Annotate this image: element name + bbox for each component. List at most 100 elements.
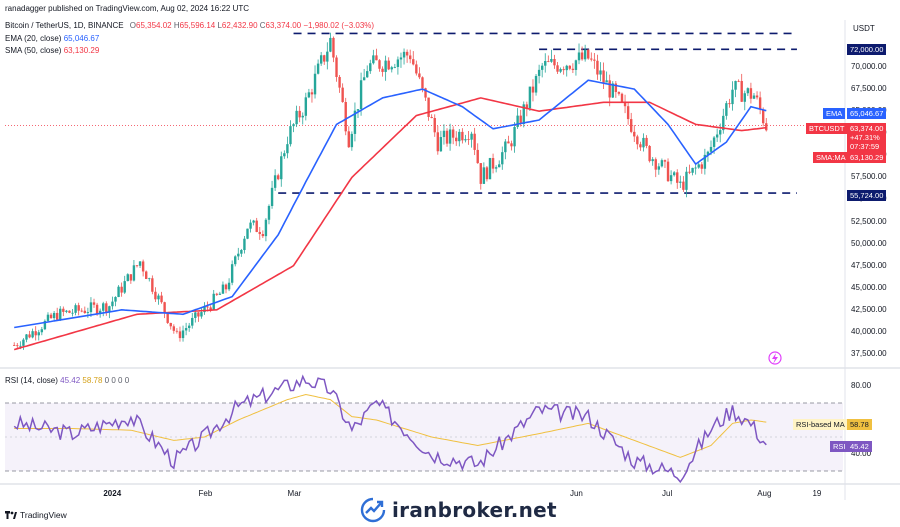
candle-body: [92, 302, 96, 305]
rsi-legend-label: RSI (14, close): [5, 376, 58, 385]
candle-body: [583, 49, 587, 60]
candle-body: [448, 129, 452, 144]
candle-body: [203, 306, 206, 313]
candle-body: [719, 130, 722, 135]
candle-body: [715, 134, 719, 138]
rsi-legend[interactable]: RSI (14, close) 45.42 58.78 0 0 0 0: [5, 376, 129, 385]
candle-body: [577, 52, 581, 61]
candle-body: [666, 161, 670, 182]
candle-body: [184, 328, 188, 331]
candle-body: [141, 261, 145, 272]
currency-label[interactable]: USDT: [853, 24, 875, 33]
candle-body: [369, 63, 372, 72]
candle-body: [218, 293, 222, 295]
candle-body: [283, 153, 286, 157]
candle-body: [605, 80, 608, 83]
change-value: −1,980.02 (−3.03%): [303, 21, 375, 30]
candle-body: [728, 103, 731, 105]
candle-body: [418, 73, 421, 78]
candle-body: [633, 131, 636, 137]
close-value: 63,374.00: [265, 21, 302, 30]
candle-body: [273, 175, 277, 188]
tradingview-label: TradingView: [20, 510, 67, 520]
candle-body: [191, 317, 194, 326]
candle-body: [114, 297, 117, 302]
candle-body: [344, 102, 347, 132]
candle-body: [105, 303, 108, 313]
low-label: L: [217, 21, 222, 30]
candle-body: [396, 59, 400, 67]
candle-body: [694, 167, 697, 169]
candle-body: [246, 228, 249, 239]
candle-body: [172, 326, 176, 331]
ema-name-tag: EMA: [823, 108, 846, 119]
candle-body: [596, 60, 599, 75]
time-tick: 19: [812, 489, 822, 498]
candle-body: [740, 80, 743, 102]
ema-legend[interactable]: EMA (20, close) 65,046.67: [5, 34, 99, 43]
price-tick: 47,500.00: [851, 260, 887, 270]
candle-body: [52, 312, 56, 319]
candle-body: [227, 282, 231, 290]
high-label: H: [173, 21, 180, 30]
candle-body: [467, 139, 470, 140]
candle-body: [313, 73, 317, 95]
candle-body: [725, 103, 728, 116]
candle-body: [445, 130, 449, 144]
candle-body: [623, 101, 627, 107]
candle-body: [59, 308, 62, 320]
candle-body: [316, 63, 320, 74]
candle-body: [519, 115, 522, 125]
candle-body: [614, 83, 618, 93]
sma-legend[interactable]: SMA (50, close) 63,130.29: [5, 46, 99, 55]
candle-body: [323, 55, 326, 62]
candle-body: [13, 345, 16, 346]
candle-body: [341, 87, 344, 103]
candle-body: [494, 167, 498, 169]
candle-body: [332, 37, 335, 58]
high-value: 65,596.14: [179, 21, 216, 30]
candle-body: [197, 312, 200, 317]
candle-body: [522, 104, 525, 125]
candle-body: [758, 97, 762, 110]
candle-body: [169, 322, 172, 327]
candle-body: [405, 51, 409, 56]
candle-body: [697, 164, 700, 168]
candle-body: [215, 293, 219, 295]
candle-body: [691, 167, 694, 173]
candle-body: [663, 160, 667, 162]
ema-legend-value: 65,046.67: [63, 34, 100, 43]
rsi-value-tag: 45.42: [847, 441, 872, 452]
candle-body: [593, 59, 596, 61]
brand-text: iranbroker.net: [392, 498, 557, 522]
candle-body: [366, 71, 369, 78]
candle-body: [350, 133, 354, 148]
sma50-line: [13, 97, 767, 351]
candle-body: [580, 52, 584, 60]
brand-watermark: iranbroker.net: [360, 496, 557, 524]
candle-body: [629, 119, 633, 132]
candle-body: [148, 278, 151, 280]
candle-body: [645, 137, 648, 146]
candle-body: [240, 250, 243, 254]
candle-body: [102, 303, 105, 311]
candle-body: [301, 115, 304, 118]
candle-body: [476, 149, 479, 164]
candle-body: [307, 92, 311, 98]
candle-body: [178, 331, 182, 339]
close-label: C: [259, 21, 266, 30]
candle-body: [310, 92, 314, 95]
price-tick: 70,000.00: [851, 62, 887, 71]
candle-body: [688, 171, 691, 173]
candle-body: [669, 175, 673, 182]
tradingview-footer[interactable]: TradingView: [5, 510, 67, 520]
candle-body: [455, 137, 458, 142]
open-label: O: [129, 21, 137, 30]
candle-body: [451, 129, 455, 138]
candle-body: [108, 306, 111, 313]
candle-body: [326, 51, 329, 62]
sma-name-tag: SMA:MA: [813, 152, 849, 163]
candle-body: [166, 313, 169, 323]
candle-body: [408, 55, 412, 60]
